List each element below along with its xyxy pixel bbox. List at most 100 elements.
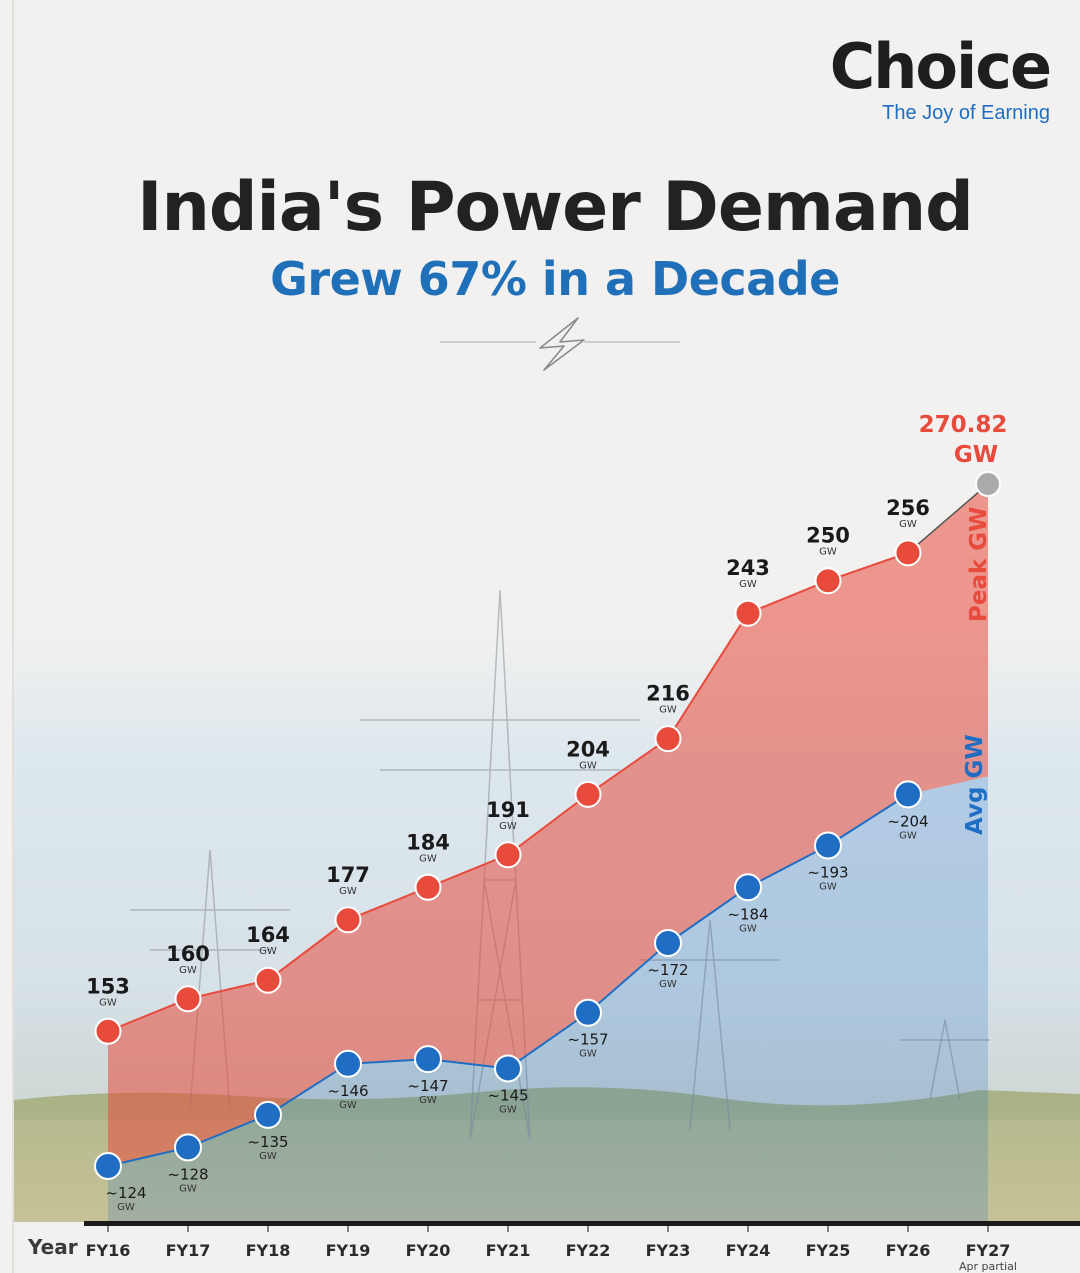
peak-data-label: 256 [886,496,930,520]
x-tick-label: FY21 [486,1241,531,1260]
brand-tagline: The Joy of Earning [882,102,1050,124]
peak-point [814,567,842,595]
peak-data-unit: GW [739,579,757,590]
x-tick-label: FY23 [646,1241,691,1260]
avg-data-label: ~193 [807,863,848,881]
brand-logo: Choice The Joy of Earning [829,30,1052,125]
peak-data-label: 164 [246,923,290,947]
avg-data-label: ~145 [487,1086,528,1104]
peak-data-unit: GW [579,760,597,771]
peak-forecast-line [907,483,989,554]
avg-data-unit: GW [499,1104,517,1115]
avg-point [334,1049,362,1078]
peak-data-unit: GW [99,997,117,1008]
x-tick-label: FY18 [246,1241,291,1260]
avg-data-label: ~135 [247,1133,288,1151]
x-tick-label: FY22 [566,1241,611,1260]
peak-data-label: 160 [166,942,210,966]
avg-data-unit: GW [739,923,757,934]
x-axis-title: Year [27,1235,78,1259]
x-axis: Year FY16 FY17 FY18 FY19 FY20 FY21 FY22 FY23 FY2… [27,1221,1080,1273]
avg-data-unit: GW [339,1100,357,1111]
peak-point [654,725,682,753]
avg-point [414,1045,442,1074]
x-tick-label: FY24 [726,1241,771,1260]
avg-point [814,831,842,860]
avg-point [894,780,922,809]
avg-data-unit: GW [899,830,917,841]
peak-data-label: 270.82 [919,412,1008,438]
peak-data-unit: GW [259,946,277,957]
peak-data-label: 184 [406,830,450,854]
x-tick-label: FY17 [166,1241,211,1260]
peak-data-unit: GW [179,965,197,976]
avg-data-unit: GW [659,979,677,990]
page-title: India's Power Demand [137,168,974,247]
page-edge [12,0,14,1273]
peak-point [334,906,362,934]
avg-point [654,929,682,958]
avg-data-unit: GW [259,1151,277,1162]
data-labels: 153GW160GW164GW177GW184GW191GW204GW216GW… [86,412,1007,1213]
peak-data-label: 204 [566,737,610,761]
x-tick-label: FY16 [86,1241,131,1260]
avg-data-label: ~128 [167,1165,208,1183]
peak-point [734,599,762,627]
peak-point [414,873,442,901]
avg-data-label: ~184 [727,905,768,923]
page-subtitle: Grew 67% in a Decade [270,252,840,306]
avg-data-unit: GW [819,881,837,892]
peak-data-label: 177 [326,863,370,887]
peak-series-label: Peak GW [966,506,992,622]
avg-data-label: ~157 [567,1031,608,1049]
peak-data-label: 250 [806,524,850,548]
peak-point-forecast [975,471,1001,497]
avg-point [254,1100,282,1129]
peak-data-label: 191 [486,798,530,822]
peak-data-unit: GW [954,442,998,468]
series-points [94,471,1001,1180]
brand-name: Choice [829,30,1052,103]
peak-data-label: 216 [646,682,690,706]
peak-data-unit: GW [499,821,517,832]
x-tick-label: FY26 [886,1241,931,1260]
lightning-divider-icon [440,317,680,371]
avg-data-unit: GW [179,1183,197,1194]
x-axis-line [84,1221,1080,1226]
peak-point [894,539,922,567]
peak-data-label: 153 [86,974,130,998]
avg-point [734,873,762,902]
peak-data-label: 243 [726,556,770,580]
peak-data-unit: GW [899,519,917,530]
avg-data-unit: GW [579,1049,597,1060]
peak-point [174,985,202,1013]
peak-data-unit: GW [419,853,437,864]
avg-data-unit: GW [419,1095,437,1106]
x-tick-label: FY20 [406,1241,451,1260]
avg-point [574,998,602,1027]
avg-series-label: Avg GW [962,734,988,835]
peak-data-unit: GW [339,886,357,897]
x-tick-label: FY27 [966,1241,1011,1260]
x-tick-label: FY25 [806,1241,851,1260]
avg-data-label: ~146 [327,1082,368,1100]
avg-point [494,1054,522,1083]
peak-data-unit: GW [819,547,837,558]
x-tick-note: Apr partial [959,1260,1017,1273]
avg-point [174,1133,202,1162]
avg-data-unit: GW [117,1202,135,1213]
x-tick-label: FY19 [326,1241,371,1260]
avg-data-label: ~147 [407,1077,448,1095]
peak-data-unit: GW [659,705,677,716]
peak-point [494,841,522,869]
peak-point [94,1017,122,1045]
peak-point [254,966,282,994]
avg-point [94,1152,122,1180]
avg-data-label: ~124 [105,1184,146,1202]
peak-point [574,780,602,808]
avg-data-label: ~172 [647,961,688,979]
avg-area [108,776,988,1222]
avg-data-label: ~204 [887,812,928,830]
